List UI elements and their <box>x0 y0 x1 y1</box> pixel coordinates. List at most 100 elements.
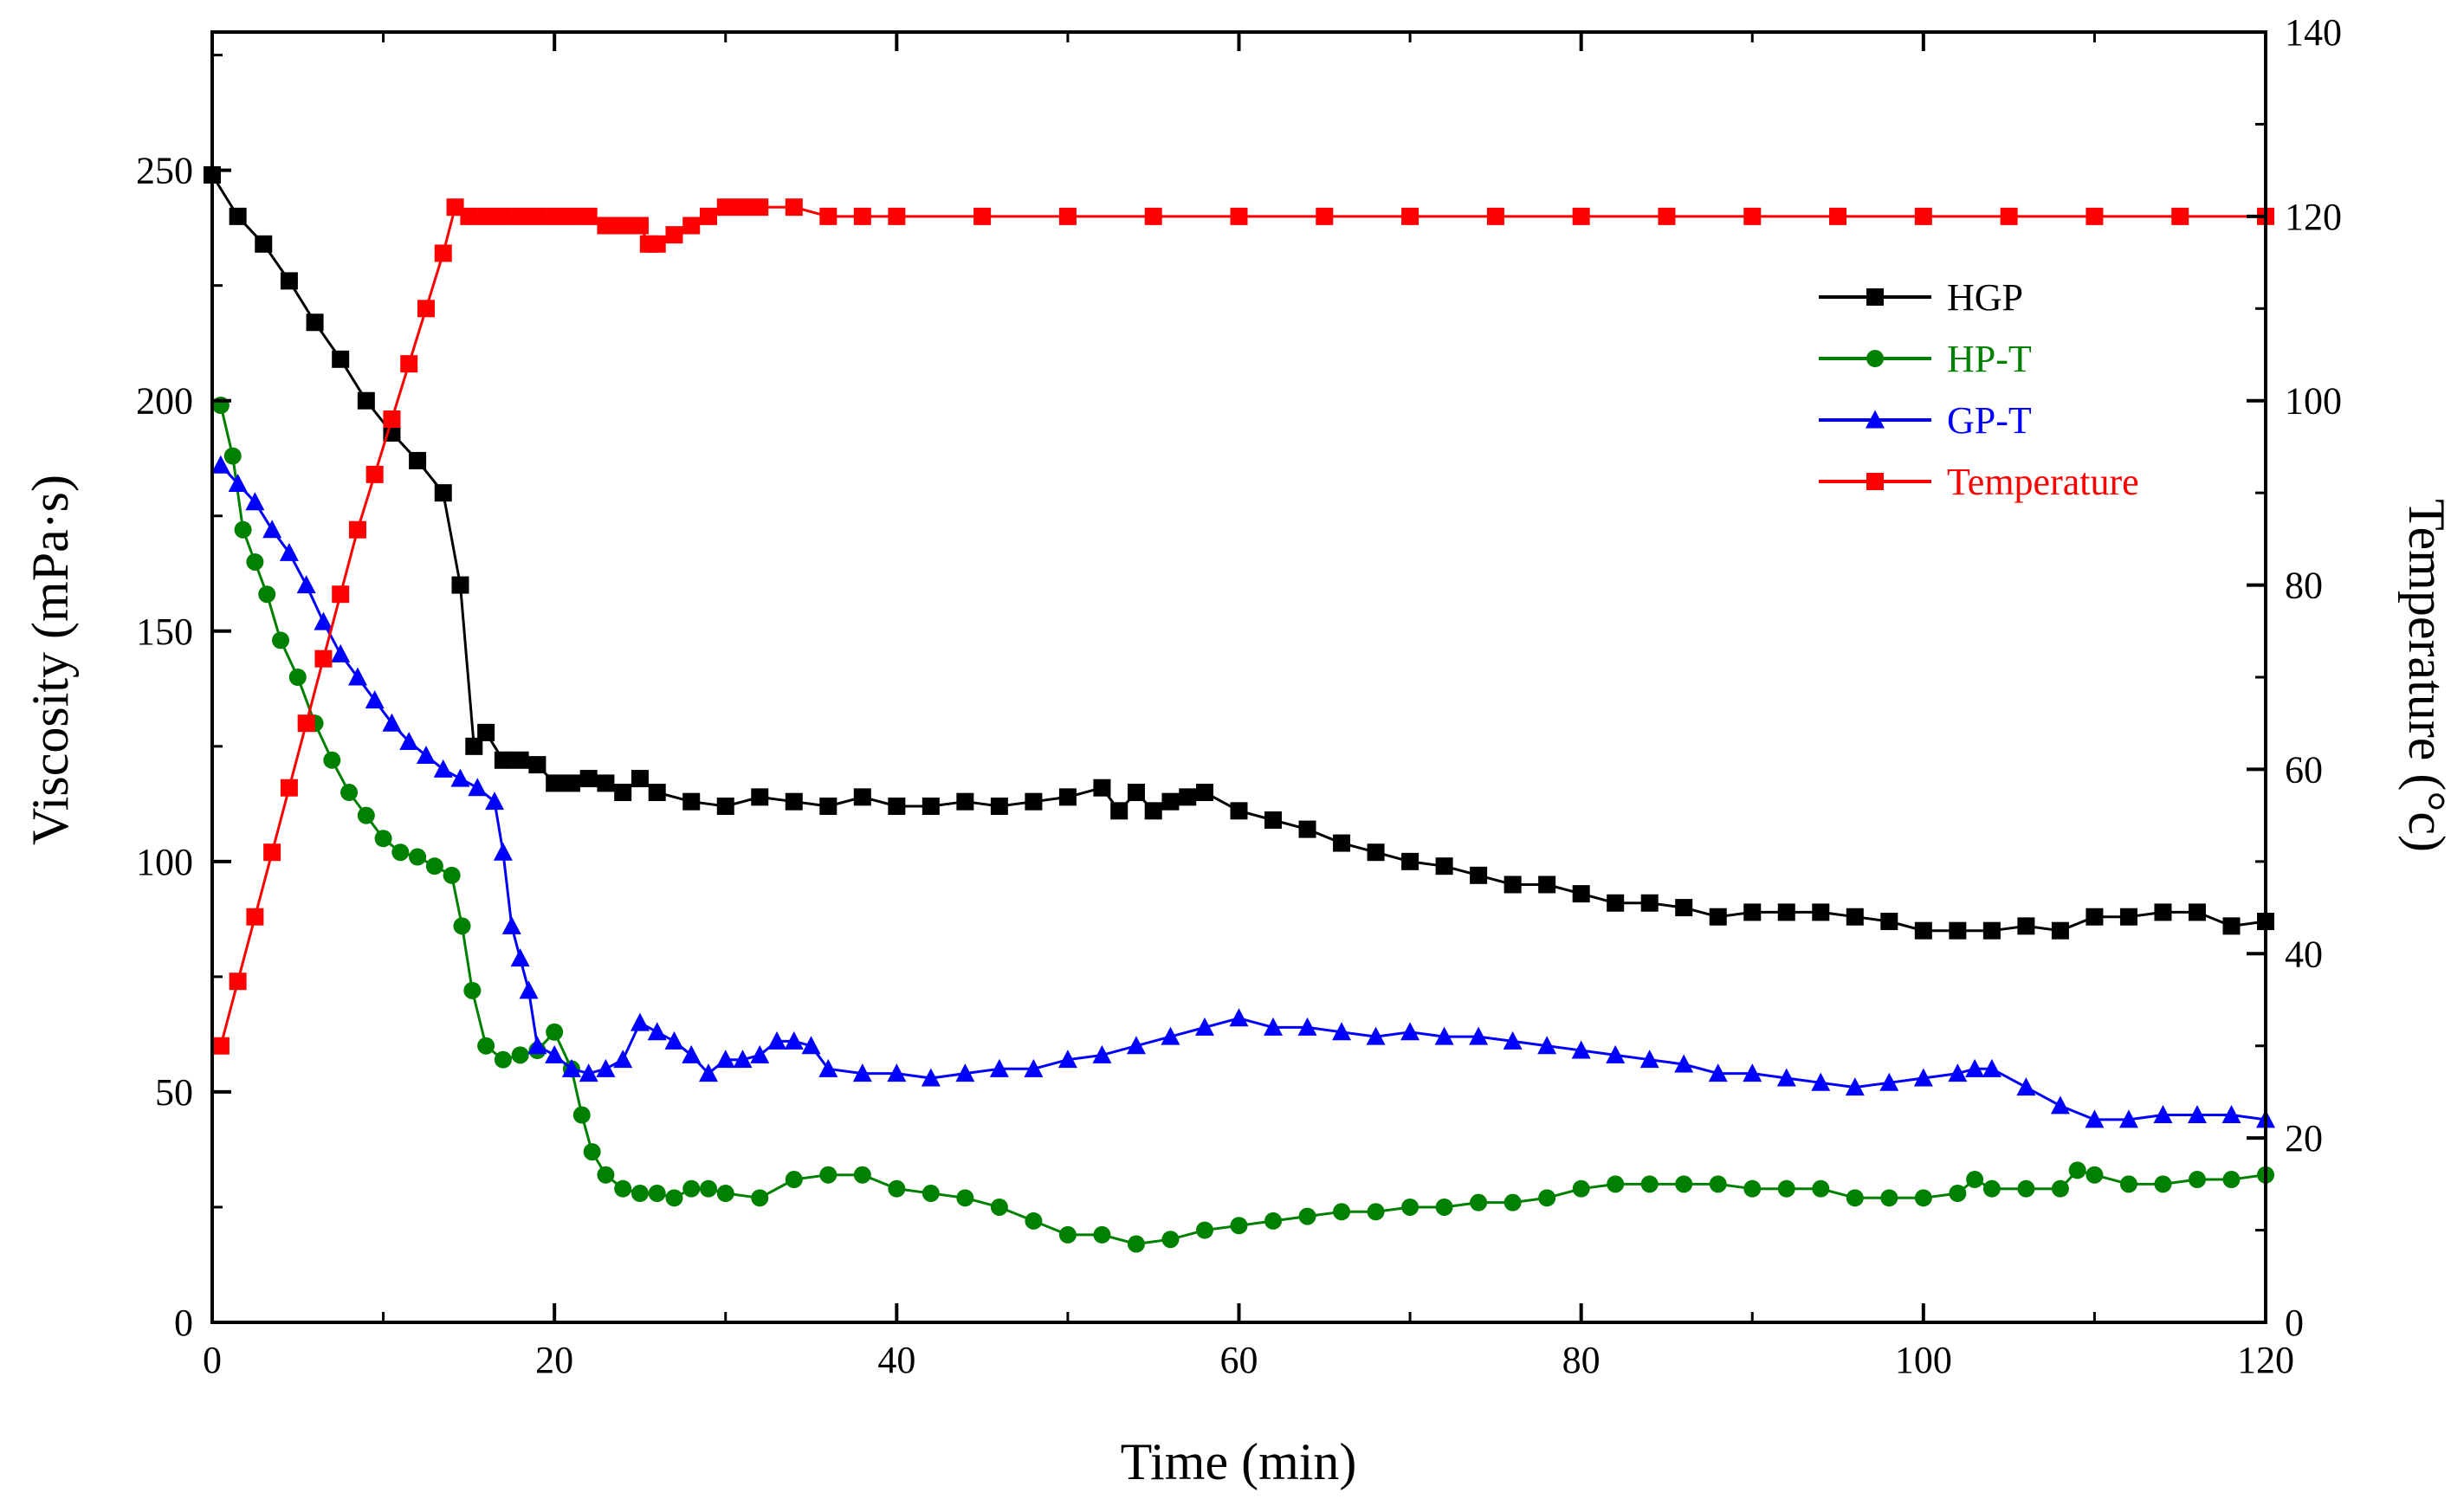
data-point <box>1435 1198 1453 1216</box>
y2-tick-label: 140 <box>2285 11 2342 54</box>
data-point <box>1316 207 1334 225</box>
data-point <box>853 1166 871 1184</box>
data-point <box>1230 1217 1248 1235</box>
data-point <box>1366 1026 1386 1045</box>
data-point <box>921 1068 941 1087</box>
data-point <box>716 198 734 216</box>
data-point <box>1812 1179 1830 1198</box>
data-point <box>546 207 564 225</box>
x-axis-title: Time (min) <box>1121 1433 1357 1490</box>
data-point <box>1400 1022 1420 1041</box>
data-point <box>272 631 290 649</box>
data-point <box>561 1058 581 1077</box>
data-point <box>1161 1026 1180 1045</box>
data-point <box>1776 1068 1796 1087</box>
data-point <box>1230 207 1248 225</box>
data-point <box>340 784 359 802</box>
x-tick-label: 80 <box>1562 1339 1601 1381</box>
data-point <box>409 451 427 469</box>
data-point <box>596 1058 616 1077</box>
data-point <box>1914 207 1932 225</box>
data-point <box>262 520 282 539</box>
data-point <box>465 737 483 755</box>
data-point <box>1743 207 1762 225</box>
y-axis-title: Viscosity (mPa·s) <box>22 475 79 845</box>
data-point <box>1982 1058 2002 1077</box>
series-layer <box>204 165 2275 1253</box>
data-point <box>1264 1212 1283 1230</box>
data-point <box>510 948 530 967</box>
data-point <box>1743 903 1762 921</box>
data-point <box>485 792 505 811</box>
legend-marker <box>1866 288 1884 306</box>
y2-tick-label: 80 <box>2285 565 2323 607</box>
data-point <box>374 830 392 848</box>
data-point <box>1434 1026 1454 1045</box>
x-tick-label: 40 <box>877 1339 915 1381</box>
data-point <box>280 272 298 290</box>
data-point <box>443 866 461 884</box>
data-point <box>2051 921 2069 940</box>
data-point <box>494 751 512 769</box>
data-point <box>450 768 470 787</box>
data-point <box>2153 1105 2173 1124</box>
data-point <box>665 226 683 244</box>
x-tick-label: 60 <box>1220 1339 1258 1381</box>
legend-marker <box>1866 410 1885 429</box>
data-point <box>1503 1031 1523 1050</box>
data-point <box>2051 1179 2069 1198</box>
data-point <box>545 1044 565 1063</box>
data-point <box>682 792 701 811</box>
data-point <box>306 313 324 332</box>
data-point <box>1110 802 1128 820</box>
legend-label: Temperature <box>1947 461 2139 503</box>
data-point <box>460 207 478 225</box>
x-tick-label: 0 <box>203 1339 222 1381</box>
data-point <box>1401 207 1420 225</box>
data-point <box>1880 1189 1898 1207</box>
data-point <box>511 1046 529 1064</box>
data-point <box>888 1179 906 1198</box>
data-point <box>1435 857 1453 876</box>
data-point <box>2050 1095 2070 1115</box>
data-point <box>511 751 529 769</box>
data-point <box>648 784 666 802</box>
data-point <box>2119 908 2137 926</box>
data-point <box>1264 1017 1284 1036</box>
data-point <box>2085 1109 2105 1128</box>
data-point <box>785 792 803 811</box>
data-point <box>1093 779 1111 797</box>
data-point <box>597 1166 615 1184</box>
data-point <box>1538 876 1556 894</box>
data-point <box>751 788 769 806</box>
data-point <box>2086 908 2104 926</box>
y2-tick-label: 40 <box>2285 933 2323 975</box>
data-point <box>665 1189 683 1207</box>
data-point <box>1982 921 2001 940</box>
data-point <box>527 1036 547 1055</box>
data-point <box>682 1044 702 1063</box>
y-tick-label: 250 <box>136 150 193 192</box>
data-point <box>1401 852 1420 870</box>
data-point <box>383 410 401 428</box>
data-point <box>562 207 580 225</box>
y2-tick-label: 100 <box>2285 380 2342 423</box>
legend-label: HGP <box>1947 276 2023 319</box>
data-point <box>296 575 316 594</box>
data-point <box>434 484 452 502</box>
data-point <box>1058 788 1077 806</box>
data-point <box>279 542 299 561</box>
data-point <box>400 355 418 373</box>
x-tick-label: 120 <box>2237 1339 2294 1381</box>
data-point <box>477 1037 495 1055</box>
data-point <box>785 1171 803 1189</box>
legend: HGP HP-T GP-T Temperature <box>1819 276 2139 503</box>
x-tick-label: 20 <box>535 1339 573 1381</box>
y-tick-label: 100 <box>136 841 193 883</box>
data-point <box>990 798 1008 815</box>
data-point <box>1161 792 1180 811</box>
data-point <box>1367 1203 1385 1221</box>
data-point <box>1298 820 1316 838</box>
data-point <box>922 1185 940 1202</box>
data-point <box>1127 784 1145 802</box>
